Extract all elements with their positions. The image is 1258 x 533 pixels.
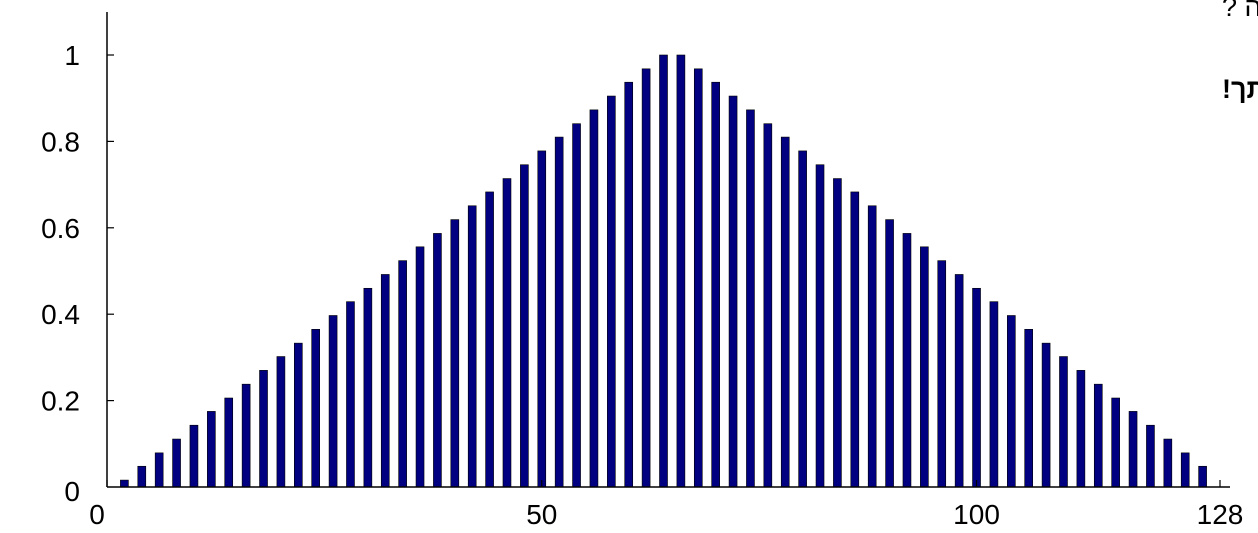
y-tick-label: 0 [64,476,80,507]
bar [937,260,947,488]
bar [1198,465,1207,488]
bar [815,164,825,488]
bar [172,438,181,488]
bar [1128,411,1138,488]
bar [137,465,147,488]
bar [763,123,773,488]
bar [1007,315,1016,488]
bar [711,81,720,488]
bar [467,205,477,488]
bar [433,233,442,488]
bar [780,136,790,488]
bar [607,95,616,488]
bar [1163,438,1173,488]
bar [1059,356,1068,488]
bar [241,383,251,488]
bar [380,274,390,488]
bar [1180,452,1190,488]
y-ticks-group: 0 0.2 0.4 0.6 0.8 1 [41,40,114,507]
bar [189,424,199,488]
bar [520,164,529,488]
bar [346,301,355,488]
chart-annotation: מה מספרים הכי מייצגים של התמונה ? [1222,0,1258,22]
bar [676,54,686,488]
bar [293,342,303,488]
bar [415,246,425,488]
bar [850,191,860,488]
bar [572,123,581,488]
y-tick-label: 0.4 [41,299,80,330]
bar [693,68,703,488]
bar [276,356,286,488]
bar [624,81,634,488]
bar [1041,342,1051,488]
annotations-group: מה מספרים הכי מייצגים של התמונה ? הסבר תש… [1222,0,1258,104]
y-tick-label: 0.2 [41,386,80,417]
bar [207,411,216,488]
bar [989,301,999,488]
bars-group [120,54,1207,488]
bar [1024,329,1033,488]
x-tick-label: 128 [1197,499,1244,530]
bar [746,109,755,488]
bar [311,329,320,488]
y-tick-label: 0.8 [41,126,80,157]
bar [798,150,807,488]
bar [224,397,234,488]
bar [154,452,164,488]
bar [589,109,599,488]
x-tick-label: 100 [953,499,1000,530]
bar [1093,383,1103,488]
bar [920,246,929,488]
x-tick-label: 50 [526,499,557,530]
bar [972,287,981,488]
bar [833,178,842,488]
bar [867,205,877,488]
bar [537,150,547,488]
bar [1076,370,1086,488]
x-ticks-group: 0 50 100 128 [89,480,1243,530]
bar [450,219,460,488]
x-tick-label: 0 [89,499,105,530]
bar [485,191,494,488]
y-tick-label: 0.6 [41,213,80,244]
bar [728,95,738,488]
bar [954,274,964,488]
bar [902,233,912,488]
bar [885,219,894,488]
bar [641,68,651,488]
chart-annotation: הסבר תשובתך! [1222,74,1258,104]
bar [1146,424,1155,488]
bar [398,260,407,488]
bar [259,370,268,488]
bar [363,287,373,488]
y-tick-label: 1 [64,40,80,71]
bar [659,54,668,488]
bar [120,479,129,488]
bar [554,136,564,488]
bar [328,315,338,488]
bar [1111,397,1120,488]
bar [502,178,512,488]
